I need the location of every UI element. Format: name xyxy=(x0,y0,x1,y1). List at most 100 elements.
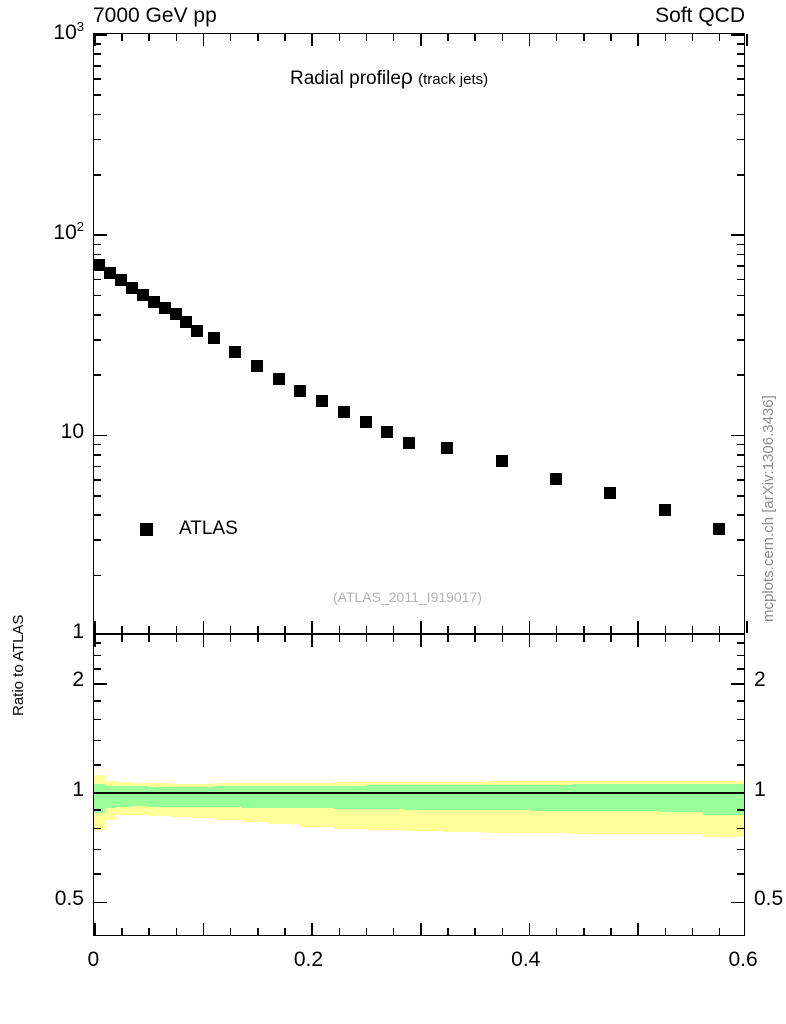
axis-tick xyxy=(420,635,422,647)
axis-tick xyxy=(737,700,744,702)
axis-tick xyxy=(229,928,232,935)
axis-tick xyxy=(94,654,101,657)
axis-tick xyxy=(175,928,178,935)
axis-tick xyxy=(94,683,107,686)
ratio-y-tick-label-right: 0.5 xyxy=(754,886,784,910)
axis-tick xyxy=(737,494,744,497)
axis-tick xyxy=(664,635,667,642)
y-tick-label: 10 xyxy=(60,419,84,443)
inner-uncertainty-band-segment xyxy=(170,786,192,807)
axis-tick xyxy=(718,34,721,41)
axis-tick xyxy=(94,901,107,904)
data-point-marker xyxy=(229,345,242,358)
data-point-marker xyxy=(180,316,193,329)
header-beam-energy: 7000 GeV pp xyxy=(93,4,217,27)
axis-tick xyxy=(610,928,612,935)
axis-tick xyxy=(94,827,101,830)
axis-tick xyxy=(737,827,744,830)
axis-tick xyxy=(202,923,205,935)
axis-tick xyxy=(737,718,744,721)
ratio-y-tick-label-left: 1 xyxy=(72,777,84,801)
axis-tick xyxy=(555,34,558,41)
axis-tick xyxy=(94,718,101,721)
legend-label-atlas: ATLAS xyxy=(179,518,238,539)
data-point-marker xyxy=(359,415,372,428)
axis-tick xyxy=(94,53,101,55)
axis-tick xyxy=(583,34,585,41)
axis-tick xyxy=(94,113,101,116)
x-tick-label: 0.6 xyxy=(728,948,758,971)
axis-tick xyxy=(121,34,123,41)
data-point-marker xyxy=(207,331,220,344)
data-point-marker xyxy=(495,454,508,467)
axis-tick xyxy=(365,635,368,642)
ratio-y-tick-label-right: 1 xyxy=(754,777,766,801)
axis-tick xyxy=(737,763,744,766)
axis-tick xyxy=(737,174,744,176)
axis-tick xyxy=(737,668,744,671)
inner-uncertainty-band-segment xyxy=(267,786,301,809)
axis-tick xyxy=(737,465,744,468)
axis-tick xyxy=(737,514,744,516)
axis-tick xyxy=(94,374,101,376)
axis-tick xyxy=(691,34,694,41)
header-process: Soft QCD xyxy=(655,4,745,27)
axis-tick xyxy=(148,635,150,642)
axis-tick xyxy=(365,626,368,633)
axis-tick xyxy=(175,635,178,642)
inner-uncertainty-band-segment xyxy=(615,784,660,812)
axis-tick xyxy=(148,626,150,633)
axis-tick xyxy=(94,278,101,281)
y-tick-label: 102 xyxy=(53,219,84,245)
ratio-reference-line xyxy=(94,791,744,794)
axis-tick xyxy=(664,928,667,935)
axis-tick xyxy=(737,339,744,341)
axis-tick xyxy=(94,34,96,46)
axis-tick xyxy=(94,621,96,633)
axis-tick xyxy=(583,626,585,633)
inner-uncertainty-band-segment xyxy=(659,784,703,812)
axis-tick xyxy=(637,923,639,935)
inner-uncertainty-band-segment xyxy=(528,784,573,811)
axis-tick xyxy=(202,635,205,647)
inner-uncertainty-band-segment xyxy=(148,786,171,807)
data-point-marker xyxy=(158,301,171,314)
axis-tick xyxy=(202,34,205,46)
analysis-id-caption: (ATLAS_2011_I919017) xyxy=(333,589,482,605)
axis-tick xyxy=(148,34,150,41)
axis-tick xyxy=(474,626,476,633)
axis-tick xyxy=(637,621,639,633)
axis-tick xyxy=(691,635,694,642)
axis-tick xyxy=(737,642,744,644)
axis-tick xyxy=(257,928,259,935)
x-tick-label: 0 xyxy=(87,948,100,971)
axis-tick xyxy=(737,374,744,376)
inner-uncertainty-band-segment xyxy=(94,784,105,813)
data-point-marker xyxy=(441,441,454,454)
data-point-marker xyxy=(147,295,160,308)
axis-tick xyxy=(229,635,232,642)
axis-tick xyxy=(175,626,178,633)
axis-tick xyxy=(94,873,101,875)
axis-tick xyxy=(94,294,101,297)
axis-tick xyxy=(94,635,96,647)
x-tick-label: 0.4 xyxy=(511,948,541,971)
inner-uncertainty-band-segment xyxy=(132,786,149,807)
axis-tick xyxy=(338,635,341,642)
axis-tick xyxy=(94,339,101,341)
axis-tick xyxy=(731,792,744,795)
axis-tick xyxy=(731,901,744,904)
axis-tick xyxy=(392,635,395,642)
axis-tick xyxy=(121,928,123,935)
axis-tick xyxy=(311,621,313,633)
axis-tick xyxy=(737,78,744,81)
axis-tick xyxy=(202,621,205,633)
axis-tick xyxy=(284,34,286,41)
axis-tick xyxy=(737,848,744,851)
axis-tick xyxy=(94,739,101,742)
axis-tick xyxy=(121,626,123,633)
axis-tick xyxy=(94,174,101,176)
inner-uncertainty-band-segment xyxy=(213,786,241,808)
data-point-marker xyxy=(136,288,149,301)
mcplots-watermark: mcplots.cern.ch [arXiv:1306.3436] xyxy=(760,395,777,622)
